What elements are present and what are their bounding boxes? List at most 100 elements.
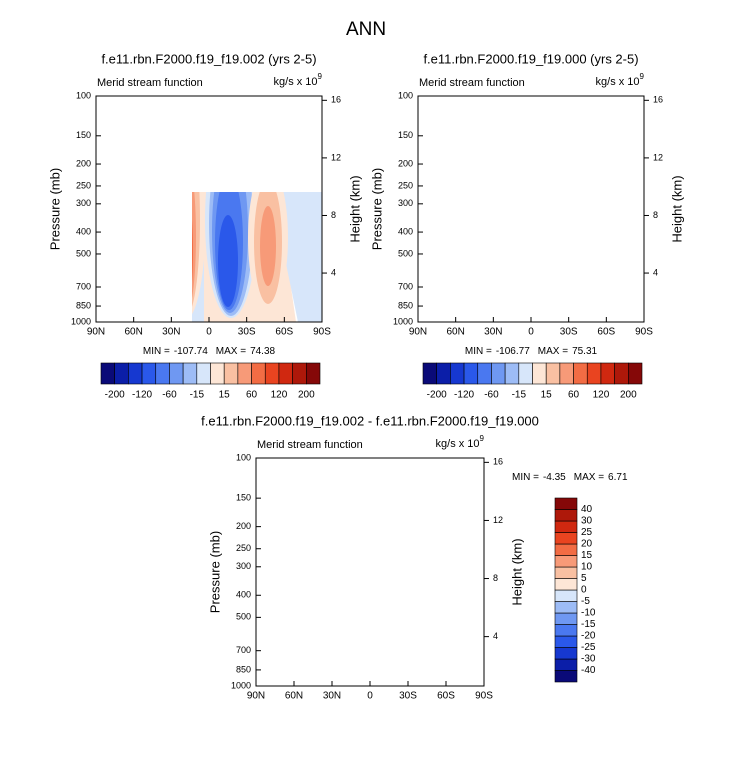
contour-fill <box>590 96 644 322</box>
colorbar-box <box>518 362 533 385</box>
x-tick-label: 30N <box>484 327 502 338</box>
colorbar-box <box>554 543 578 556</box>
plot-bg <box>418 96 644 322</box>
y2-tick-label: 4 <box>653 267 658 277</box>
colorbar-label: 15 <box>581 550 593 561</box>
max-label: MAX = <box>216 346 246 357</box>
max-label: MAX = <box>574 472 604 483</box>
colorbar-label: -10 <box>581 608 596 619</box>
colorbar-box <box>196 362 211 385</box>
colorbar-box <box>210 362 225 385</box>
max-value: 6.71 <box>608 472 628 483</box>
x-tick-label: 90N <box>87 327 105 338</box>
colorbar-box <box>554 601 578 614</box>
colorbar-label: -30 <box>581 654 596 665</box>
colorbar-box <box>614 362 629 385</box>
colorbar-box <box>114 362 129 385</box>
plot-frame <box>255 457 485 687</box>
colorbar-box <box>554 658 578 671</box>
y2-tick-label: 4 <box>331 267 336 277</box>
y-tick-label: 850 <box>398 300 413 310</box>
colorbar-label: -200 <box>105 390 125 401</box>
colorbar-box <box>100 362 115 385</box>
colorbar-label: -60 <box>162 390 177 401</box>
colorbar-label: 30 <box>581 516 593 527</box>
colorbar-box <box>128 362 143 385</box>
colorbar-label: -200 <box>427 390 447 401</box>
colorbar-label: -15 <box>581 619 596 630</box>
x-tick-label: 60N <box>124 327 142 338</box>
colorbar-box <box>554 497 578 510</box>
x-tick-label: 90N <box>409 327 427 338</box>
y-tick-label: 1000 <box>231 680 251 690</box>
contours <box>256 458 486 688</box>
y-tick-label: 700 <box>398 281 413 291</box>
x-tick-label: 60S <box>597 327 615 338</box>
y2-tick-label: 8 <box>331 210 336 220</box>
plot-frame <box>417 95 645 323</box>
colorbar-box <box>554 670 578 683</box>
colorbar-box <box>554 520 578 533</box>
y-tick-label: 100 <box>398 90 413 100</box>
colorbar-label: -20 <box>581 631 596 642</box>
colorbar-label: -25 <box>581 642 596 653</box>
contour-fill <box>570 165 610 311</box>
colorbar-box <box>504 362 520 385</box>
x-tick-label: 90S <box>313 327 331 338</box>
colorbar-box <box>251 362 266 385</box>
colorbar-label: 20 <box>581 539 593 550</box>
colorbar-box <box>477 362 492 385</box>
colorbar-label: 200 <box>620 390 637 401</box>
y-tick-label: 300 <box>398 198 413 208</box>
y-tick-label: 150 <box>76 130 91 140</box>
y-tick-label: 400 <box>398 226 413 236</box>
colorbar-box <box>554 555 578 568</box>
y-tick-label: 250 <box>236 543 251 553</box>
contour-fill <box>466 196 490 316</box>
x-tick-label: 30S <box>560 327 578 338</box>
contour-fill <box>365 539 389 680</box>
contour-fill <box>526 96 618 322</box>
contour-fill <box>260 206 276 286</box>
contour-fill <box>576 180 604 304</box>
panel-title: f.e11.rbn.F2000.f19_f19.002 - f.e11.rbn.… <box>201 413 539 428</box>
y-axis-label: Pressure (mb) <box>369 168 384 250</box>
colorbar-box <box>306 362 321 385</box>
colorbar-label: -15 <box>190 390 205 401</box>
y-tick-label: 1000 <box>71 316 91 326</box>
units-base: kg/s x 10 <box>436 438 480 450</box>
colorbar-box <box>600 362 615 385</box>
x-tick-label: 0 <box>528 327 534 338</box>
contour-fill <box>494 124 522 316</box>
colorbar-label: -60 <box>484 390 499 401</box>
stats: MIN = -4.35 MAX = 6.71 <box>512 472 628 483</box>
colorbar-box <box>436 362 451 385</box>
units: kg/s x 109 <box>596 72 645 88</box>
x-tick-label: 30N <box>323 691 341 702</box>
stats: MIN = -107.74 MAX = 74.38 <box>143 346 276 357</box>
contour-fill <box>531 132 575 316</box>
y-axis-label: Pressure (mb) <box>47 168 62 250</box>
x-tick-label: 0 <box>367 691 373 702</box>
colorbar-box <box>554 566 578 579</box>
contour-fill <box>218 215 238 307</box>
units: kg/s x 109 <box>274 72 323 88</box>
panel-title: f.e11.rbn.F2000.f19_f19.002 (yrs 2-5) <box>101 51 316 66</box>
y-tick-label: 850 <box>236 664 251 674</box>
y2-tick-label: 8 <box>653 210 658 220</box>
x-tick-label: 60N <box>446 327 464 338</box>
colorbar-label: 0 <box>581 585 587 596</box>
y-tick-label: 100 <box>236 452 251 462</box>
contour-fill <box>96 96 138 322</box>
y-tick-label: 700 <box>76 281 91 291</box>
y-tick-label: 250 <box>398 180 413 190</box>
colorbar-box <box>155 362 170 385</box>
y2-tick-label: 4 <box>493 631 498 641</box>
y-tick-label: 500 <box>398 248 413 258</box>
colorbar-label: 5 <box>581 573 587 584</box>
y-tick-label: 500 <box>236 612 251 622</box>
colorbar-label: 60 <box>246 390 258 401</box>
x-tick-label: 60S <box>275 327 293 338</box>
y-tick-label: 1000 <box>393 316 413 326</box>
contour-fill <box>192 192 200 307</box>
